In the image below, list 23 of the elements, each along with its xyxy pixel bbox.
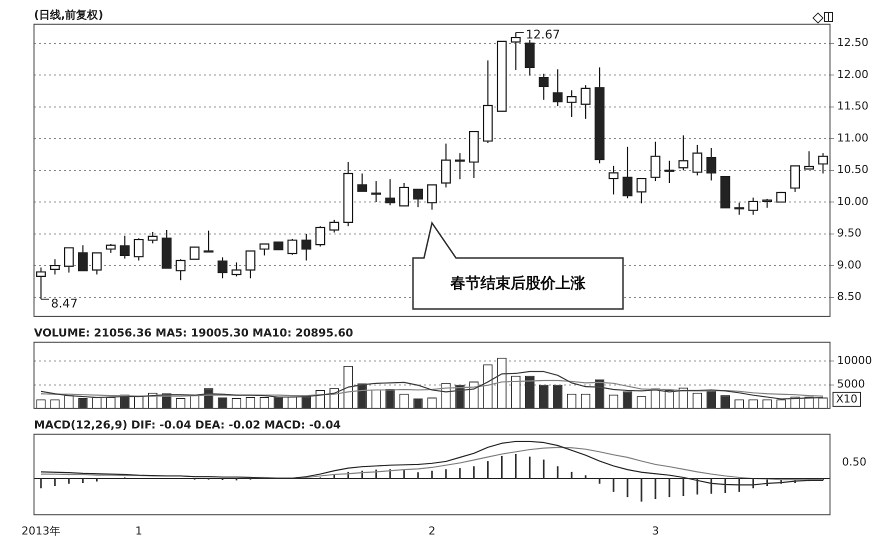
y-tick-label: 11.50 [837,100,868,113]
text: X10 [836,392,858,406]
x-tick-label: 2 [428,524,436,538]
x-tick-label: 1 [135,524,142,538]
y-tick-label: 10.00 [837,194,868,208]
annotation: 12.67 [526,28,560,42]
y-tick-label: 9.50 [837,226,862,240]
y-tick-label: 11.00 [837,131,868,144]
y-tick-label: 12.50 [837,36,868,50]
x-tick-label: 2013年 [21,524,60,538]
y-tick-label: 5000 [837,378,865,391]
y-tick-label: 10000 [837,354,872,367]
annotation: 春节结束后股价上涨 [449,273,586,294]
y-tick-label: 9.00 [837,258,862,272]
text: 0.50 [842,455,866,468]
y-tick-label: 12.00 [837,68,868,81]
chart-title: MACD(12,26,9) DIF: -0.04 DEA: -0.02 MACD: -0.04 [34,418,342,432]
chart-title: (日线,前复权) [34,8,104,22]
y-tick-label: 10.50 [837,163,868,176]
x-tick-label: 3 [652,524,659,538]
y-tick-label: 8.50 [837,290,862,304]
annotation: 8.47 [50,296,78,310]
chart-title: VOLUME: 21056.36 MA5: 19005.30 MA10: 20895.60 [34,326,354,340]
